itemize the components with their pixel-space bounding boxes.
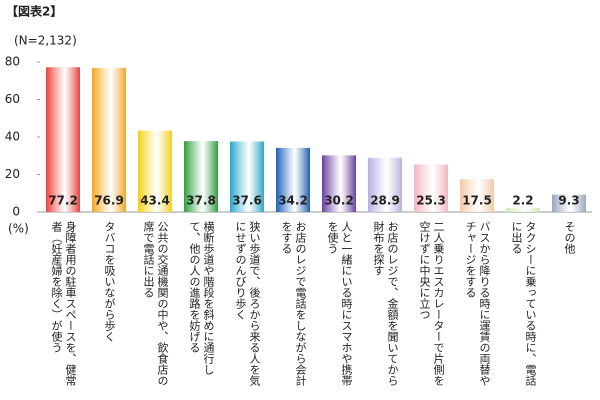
y-tick-label: 20: [5, 167, 20, 181]
y-tick-label: 40: [5, 130, 20, 144]
value-label: 76.9: [94, 194, 124, 208]
x-tick-label: 公共の交通機関の中や、飲食店の席で電話に出る: [142, 221, 169, 386]
x-tick-label: 二人乗りエスカレーターで片側を空けずに中央に立つ: [418, 221, 445, 386]
bar: [414, 164, 448, 212]
bar: [138, 130, 172, 212]
x-tick-label: 身障者用の駐車スペースを、健常者（妊産婦を除く）が使う: [50, 221, 77, 386]
bar: [322, 155, 356, 212]
bar: [184, 141, 218, 212]
x-tick-label: お店のレジで電話をしながら会計をする: [280, 221, 307, 386]
bar: [368, 157, 402, 212]
value-label: 37.8: [186, 194, 216, 208]
bar: [506, 207, 540, 212]
x-tick-label: タクシーに乗っている時に、電話に出る: [510, 221, 537, 386]
value-label: 43.4: [140, 194, 170, 208]
value-label: 30.2: [324, 194, 354, 208]
y-tick-label: 60: [5, 92, 20, 106]
bar: [276, 147, 310, 212]
value-label: 77.2: [48, 194, 78, 208]
value-label: 17.5: [462, 194, 492, 208]
value-label: 25.3: [416, 194, 446, 208]
value-label: 34.2: [278, 194, 308, 208]
x-tick-label: バスから降りる時に運賃の両替やチャージをする: [464, 221, 491, 386]
x-tick-label: お店のレジで、金額を聞いてから財布を探す: [372, 221, 399, 386]
value-label: 28.9: [370, 194, 400, 208]
value-label: 9.3: [558, 194, 579, 208]
bar: [230, 141, 264, 212]
bar: [92, 67, 126, 212]
y-tick-label: 80: [5, 55, 20, 69]
value-label: 2.2: [512, 194, 533, 208]
value-label: 37.6: [232, 194, 262, 208]
x-tick-label: タバコを吸いながら歩く: [103, 221, 116, 342]
y-unit: (%): [8, 222, 29, 236]
x-tick-label: 狭い歩道で、後ろから来る人を気にせずのんびり歩く: [234, 221, 261, 386]
chart-title: 【図表2】: [6, 4, 62, 19]
x-tick-label: 横断歩道や階段を斜めに通行して、他の人の進路を妨げる: [188, 221, 215, 375]
bar: [552, 194, 586, 212]
x-tick-label: 人と一緒にいる時にスマホや携帯を使う: [326, 221, 353, 386]
bar: [460, 179, 494, 212]
x-tick-label: その他: [563, 221, 576, 254]
chart-subtitle: (N=2,132): [14, 34, 77, 48]
y-tick-label: 0: [12, 205, 20, 219]
bar: [46, 67, 80, 212]
